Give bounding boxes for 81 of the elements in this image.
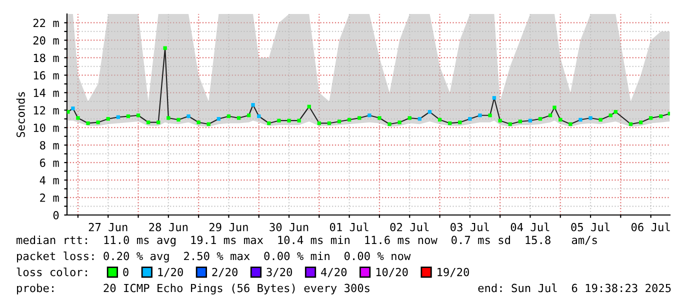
y-tick-label: 2 m [40, 194, 59, 202]
point [251, 103, 255, 107]
x-tick-label: 06 Jul [631, 222, 670, 232]
point [156, 120, 160, 124]
legend-label: 1/20 [158, 268, 183, 278]
point [568, 122, 572, 126]
point [307, 104, 311, 108]
point [327, 121, 332, 126]
point [206, 122, 210, 126]
point [176, 118, 180, 122]
point [628, 122, 633, 126]
y-axis-title: Seconds [16, 92, 25, 138]
text: packet loss: 0.20 % avg 2.50 % max 0.00 % min 0.00 % now [17, 252, 411, 262]
point [638, 120, 643, 124]
point [358, 116, 362, 120]
point [277, 118, 281, 122]
point [116, 115, 120, 119]
legend-label: 4/20 [321, 268, 347, 278]
legend-label: 0 [123, 268, 128, 276]
point [96, 120, 100, 124]
point [146, 120, 150, 124]
point [548, 114, 552, 118]
point [518, 120, 522, 124]
y-tick-label: 22 m [33, 18, 59, 27]
legend-title: loss color: [16, 268, 87, 276]
y-tick-label: 6 m [40, 158, 59, 167]
point [614, 110, 618, 114]
point [368, 114, 372, 118]
x-tick-label: 27 Jun [88, 222, 128, 232]
point [458, 120, 462, 124]
legend-label: 2/20 [212, 268, 238, 278]
point [428, 110, 432, 114]
point [388, 122, 392, 126]
point [578, 118, 582, 122]
y-tick-label: 0 [53, 211, 59, 220]
point [398, 120, 402, 124]
y-tick-label: 18 m [34, 54, 59, 62]
y-tick-label: 12 m [34, 106, 59, 114]
point [126, 114, 130, 118]
legend-label: 10/20 [376, 268, 408, 278]
y-tick-label: 16 m [34, 71, 59, 80]
legend-label: 19/20 [438, 268, 469, 278]
text: median rtt: 11.0 ms avg 19.1 ms max 10.4 ms min 11.6 ms now 0.7 ms sd 15.8 am/s [16, 236, 597, 246]
x-tick-label: 04 Jul [510, 222, 550, 232]
text: probe: 20 ICMP Echo Pings (56 Bytes) every 300s end: Sun Jul 6 19:38:23 2025 [17, 284, 671, 294]
legend-label: 3/20 [266, 268, 292, 278]
y-tick-label: 20 m [33, 36, 59, 45]
y-tick-label: 8 m [40, 141, 59, 150]
x-tick-label: 28 Jun [149, 222, 188, 232]
point [337, 120, 342, 124]
y-tick-label: 14 m [34, 88, 59, 97]
point [492, 96, 496, 100]
point [418, 117, 422, 121]
point [488, 114, 492, 118]
x-tick-label: 03 Jul [450, 222, 489, 232]
point [236, 116, 241, 120]
point [67, 110, 70, 114]
point [186, 114, 190, 118]
point [608, 114, 612, 118]
x-tick-label: 29 Jun [209, 222, 248, 232]
point [71, 106, 75, 110]
line-series [67, 48, 670, 125]
point [478, 114, 482, 118]
x-tick-label: 05 Jul [571, 222, 610, 232]
point [216, 117, 221, 121]
x-tick-label: 30 Jun [270, 222, 308, 232]
point [246, 114, 251, 118]
point [598, 118, 602, 122]
y-tick-label: 4 m [40, 176, 59, 184]
point [538, 117, 542, 121]
point [659, 114, 663, 118]
x-tick-label: 01 Jul [330, 222, 368, 232]
x-tick-label: 02 Jul [390, 222, 429, 232]
point [86, 121, 90, 126]
point [552, 106, 556, 110]
point [297, 118, 301, 122]
point [448, 121, 452, 126]
point [267, 121, 271, 126]
y-tick-label: 10 m [34, 124, 59, 132]
point [508, 122, 512, 126]
point [163, 46, 167, 50]
